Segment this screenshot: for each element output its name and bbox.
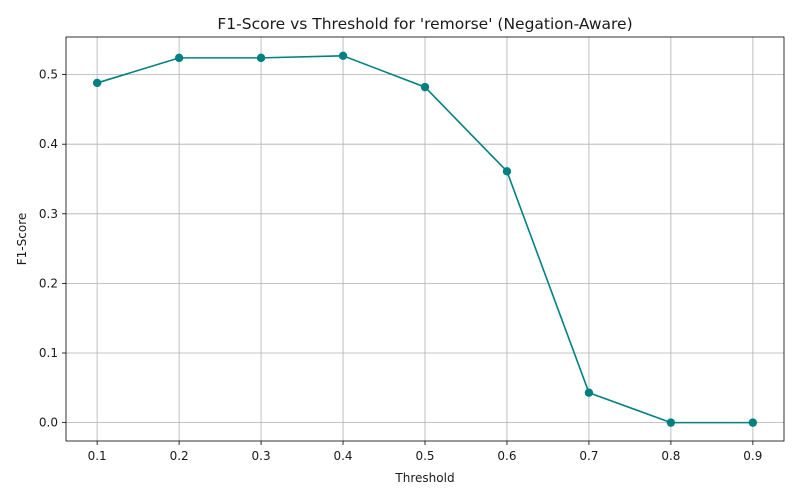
data-point — [174, 53, 184, 63]
x-tick-label: 0.8 — [661, 449, 680, 463]
data-point — [92, 78, 102, 88]
x-tick-label: 0.1 — [88, 449, 107, 463]
data-point — [420, 82, 430, 92]
x-tick-label: 0.7 — [579, 449, 598, 463]
y-tick-label: 0.5 — [39, 68, 58, 82]
ticks: 0.1 0.2 0.3 0.4 0.5 0.6 0.7 0.8 0.9 0.0 0.1 0.2 0.3 0… — [39, 68, 762, 463]
series — [92, 51, 758, 427]
data-point — [256, 53, 266, 63]
data-point — [584, 388, 594, 397]
x-tick-label: 0.9 — [743, 449, 762, 463]
x-tick-label: 0.6 — [497, 449, 516, 463]
x-tick-label: 0.5 — [415, 449, 434, 463]
y-tick-label: 0.1 — [39, 346, 58, 360]
y-tick-label: 0.4 — [39, 137, 58, 151]
data-point — [502, 167, 512, 176]
grid — [66, 37, 784, 441]
x-axis-label: Threshold — [394, 471, 454, 485]
y-tick-label: 0.2 — [39, 276, 58, 290]
y-tick-label: 0.0 — [39, 416, 58, 430]
x-tick-label: 0.3 — [252, 449, 271, 463]
y-tick-label: 0.3 — [39, 207, 58, 221]
data-point — [748, 418, 758, 427]
y-axis-label: F1-Score — [15, 213, 29, 265]
chart-title: F1-Score vs Threshold for 'remorse' (Neg… — [217, 15, 632, 33]
data-point — [338, 51, 348, 60]
x-tick-label: 0.2 — [170, 449, 189, 463]
x-tick-label: 0.4 — [333, 449, 352, 463]
data-point — [666, 418, 676, 427]
plot-frame — [65, 36, 785, 442]
